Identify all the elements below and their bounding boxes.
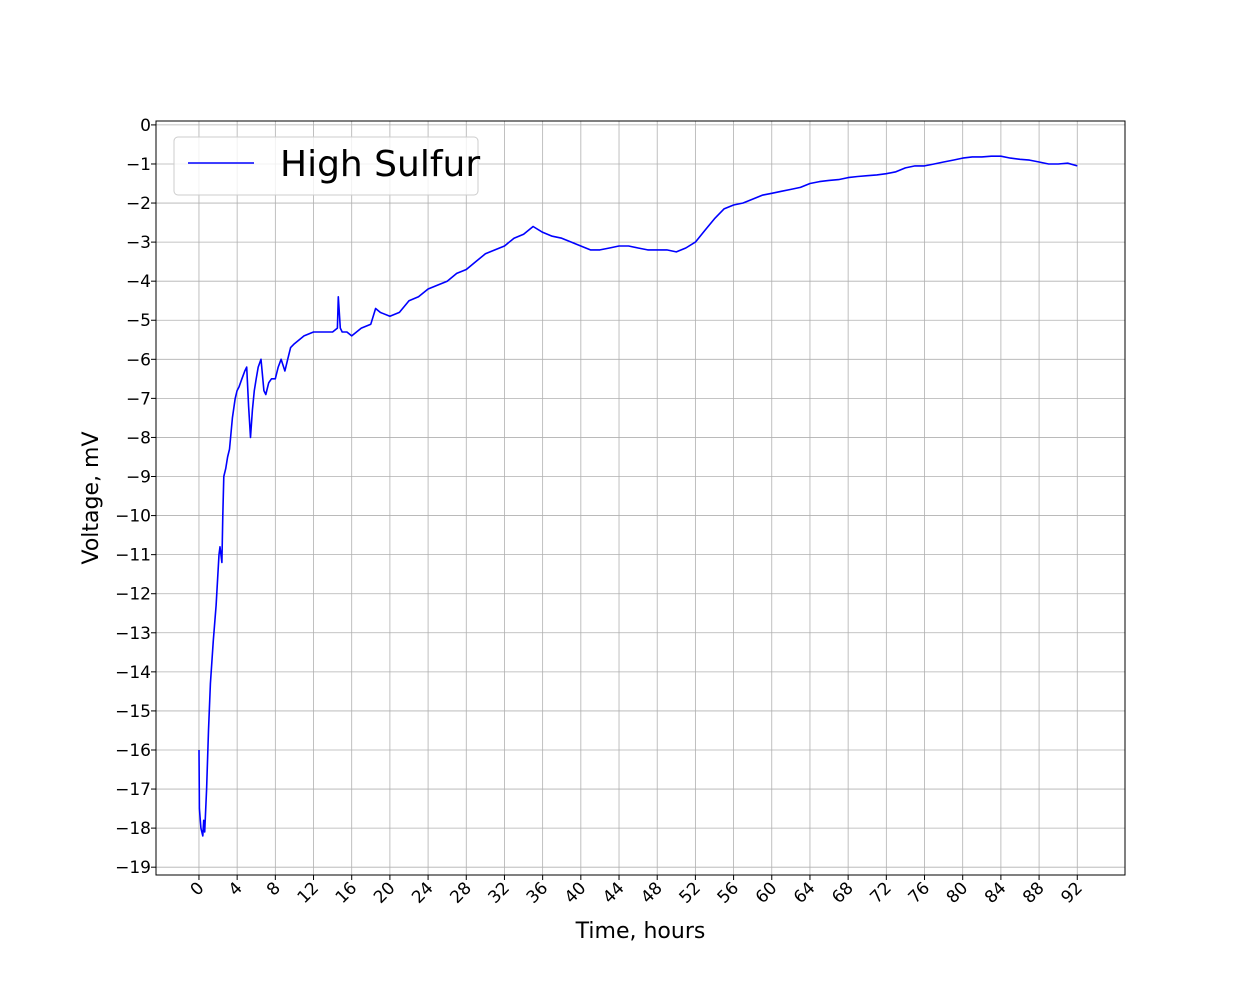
- y-tick-label: −10: [115, 507, 151, 527]
- x-axis-label: Time, hours: [575, 919, 706, 944]
- y-tick-label: −7: [126, 389, 151, 409]
- x-tick-label: 44: [599, 878, 628, 907]
- y-tick-label: −12: [115, 585, 151, 605]
- x-tick-label: 72: [866, 878, 895, 907]
- x-tick-label: 4: [225, 878, 247, 900]
- x-tick-label: 60: [752, 878, 781, 907]
- y-tick-label: −16: [115, 741, 151, 761]
- legend-box: [173, 136, 479, 196]
- y-tick-label: −1: [126, 155, 151, 175]
- y-tick-label: −2: [126, 194, 151, 214]
- x-tick-label: 88: [1019, 878, 1048, 907]
- y-tick-label: −6: [126, 350, 151, 370]
- y-tick-label: −9: [126, 468, 151, 488]
- x-tick-label: 40: [561, 878, 590, 907]
- y-tick-label: −3: [126, 233, 151, 253]
- plot-frame: [155, 120, 1126, 876]
- y-tick-label: −5: [126, 311, 151, 331]
- y-tick-label: −13: [115, 624, 151, 644]
- x-tick-label: 16: [332, 878, 361, 907]
- legend: High Sulfur: [173, 136, 480, 196]
- x-tick-label: 12: [294, 878, 323, 907]
- x-tick-label: 68: [828, 878, 857, 907]
- legend-label: High Sulfur: [280, 144, 480, 185]
- y-axis-label: Voltage, mV: [79, 432, 104, 565]
- x-tick-label: 36: [523, 878, 552, 907]
- x-tick-label: 28: [446, 878, 475, 907]
- y-tick-label: 0: [140, 116, 151, 136]
- x-tick-label: 56: [714, 878, 743, 907]
- series-layer: [198, 155, 1078, 837]
- x-tick-label: 24: [408, 878, 437, 907]
- x-tick-label: 84: [981, 878, 1010, 907]
- grid: [156, 121, 1125, 875]
- series-line-0: [198, 155, 1078, 837]
- y-tick-label: −18: [115, 819, 151, 839]
- x-tick-label: 8: [263, 878, 285, 900]
- x-tick-label: 64: [790, 878, 819, 907]
- x-tick-label: 52: [675, 878, 704, 907]
- x-tick-label: 20: [370, 878, 399, 907]
- x-tick-label: 80: [943, 878, 972, 907]
- y-tick-label: −4: [126, 272, 151, 292]
- x-tick-label: 76: [905, 878, 934, 907]
- y-tick-label: −11: [115, 546, 151, 566]
- x-tick-label: 48: [637, 878, 666, 907]
- x-tick-label: 92: [1057, 878, 1086, 907]
- y-tick-label: −17: [115, 780, 151, 800]
- x-tick-label: 0: [187, 878, 209, 900]
- y-tick-label: −14: [115, 663, 151, 683]
- y-tick-label: −19: [115, 858, 151, 878]
- x-tick-label: 32: [485, 878, 514, 907]
- y-tick-label: −15: [115, 702, 151, 722]
- y-tick-label: −8: [126, 428, 151, 448]
